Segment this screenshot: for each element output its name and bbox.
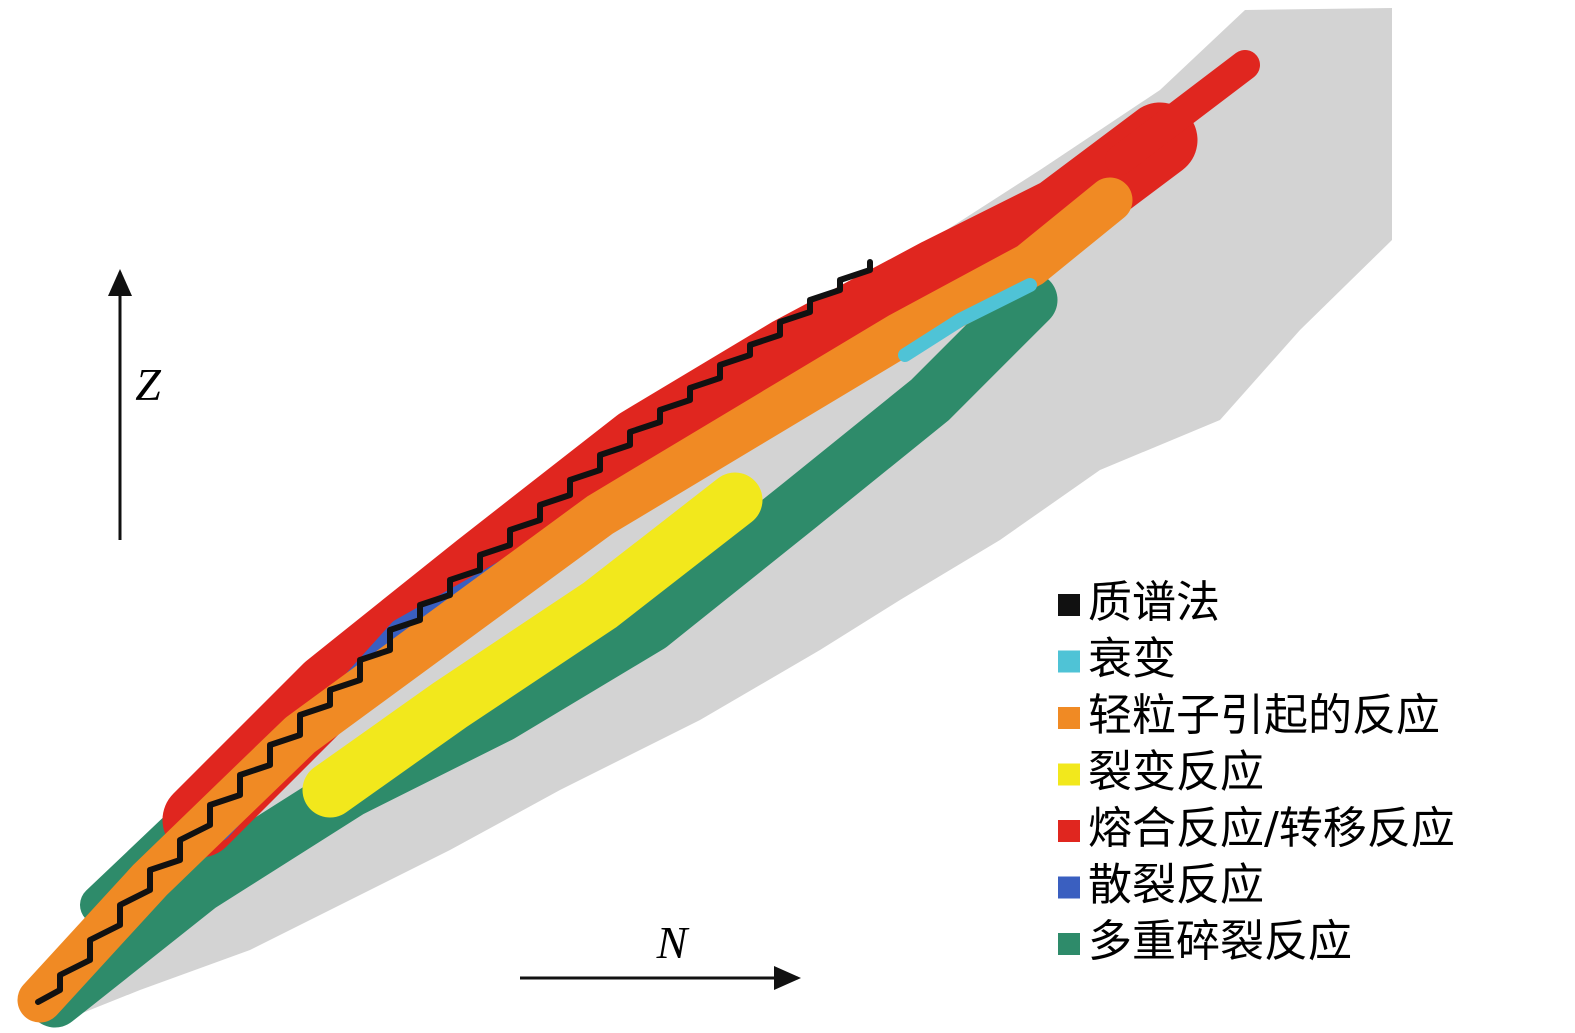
legend-swatch [1058, 763, 1080, 786]
legend-label: 质谱法 [1088, 577, 1220, 628]
legend-label: 衰变 [1088, 634, 1176, 685]
legend-label: 熔合反应/转移反应 [1088, 803, 1455, 854]
legend-swatch [1058, 933, 1080, 955]
legend-label: 散裂反应 [1088, 860, 1264, 911]
legend-swatch [1058, 820, 1080, 842]
band [27, 272, 1058, 1028]
legend-swatch [1058, 594, 1080, 616]
x-axis-label: N [656, 917, 690, 968]
y-axis-label: Z [135, 359, 161, 410]
legend-swatch [1058, 650, 1080, 673]
legend-label: 多重碎裂反应 [1088, 916, 1352, 967]
legend-label: 轻粒子引起的反应 [1088, 690, 1440, 741]
band [898, 278, 1037, 362]
band [1105, 50, 1260, 175]
band [35, 259, 873, 1005]
legend-label: 裂变反应 [1088, 747, 1264, 798]
band [302, 472, 763, 818]
legend-swatch [1058, 707, 1080, 729]
legend-swatch [1058, 876, 1080, 899]
